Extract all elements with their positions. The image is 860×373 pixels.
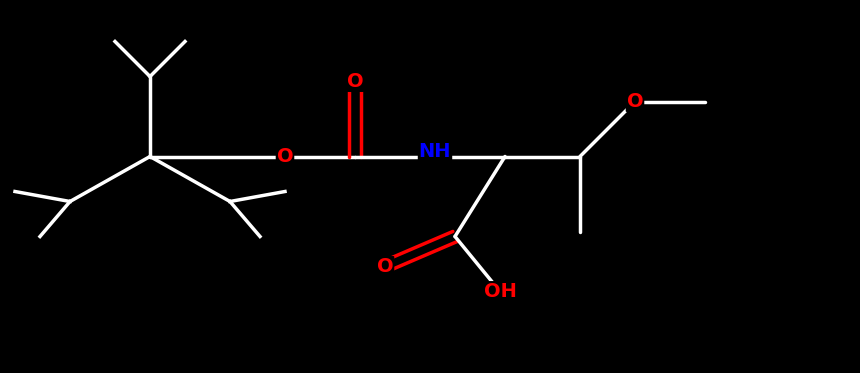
Text: NH: NH [419, 142, 452, 161]
Text: O: O [347, 72, 363, 91]
Text: O: O [277, 147, 293, 166]
Text: O: O [377, 257, 393, 276]
Text: OH: OH [483, 282, 517, 301]
Text: O: O [627, 92, 643, 111]
